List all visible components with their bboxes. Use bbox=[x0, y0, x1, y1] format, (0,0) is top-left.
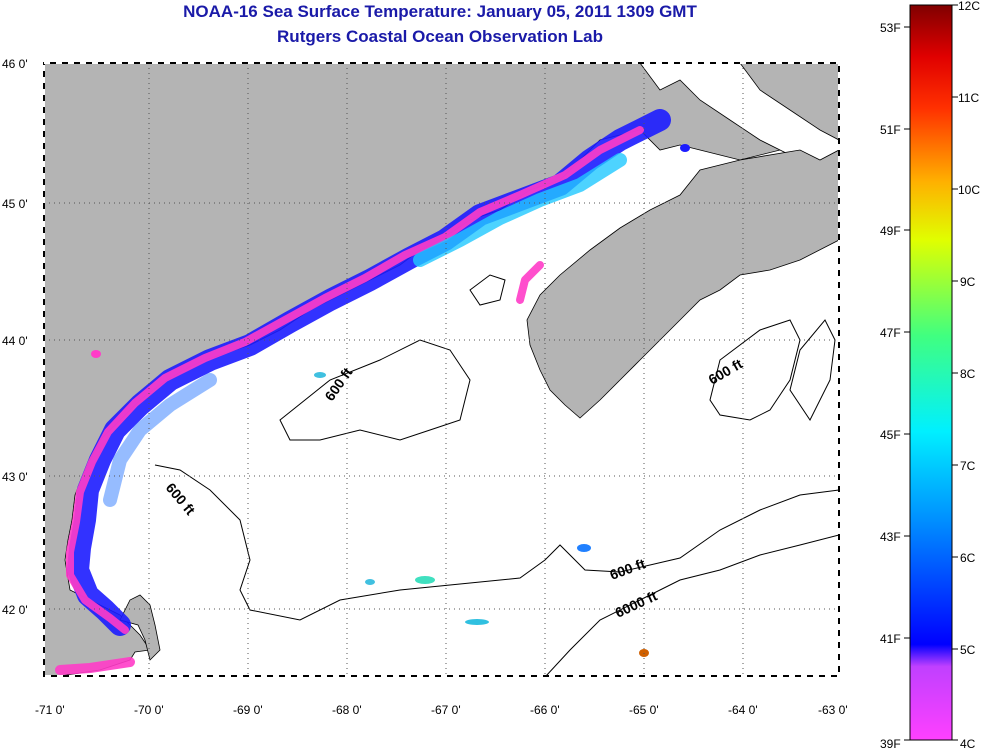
cbar-f-41: 41F bbox=[880, 632, 901, 646]
lat-label-44: 44 0' bbox=[2, 334, 28, 348]
plot-frame bbox=[43, 62, 840, 677]
plot-area: 600 ft 600 ft 600 ft 600 ft 6000 ft bbox=[44, 63, 839, 676]
lon-label-70: -70 0' bbox=[134, 703, 164, 717]
graticule bbox=[44, 63, 839, 676]
lon-label-65: -65 0' bbox=[629, 703, 659, 717]
lon-label-71: -71 0' bbox=[35, 703, 65, 717]
lon-label-66: -66 0' bbox=[530, 703, 560, 717]
temperature-colorbar: 53F 51F 49F 47F 45F 43F 41F 39F 12C 11C … bbox=[880, 0, 980, 751]
map-subtitle: Rutgers Coastal Ocean Observation Lab bbox=[277, 27, 603, 46]
longitude-labels: -71 0' -70 0' -69 0' -68 0' -67 0' -66 0… bbox=[35, 703, 848, 717]
cbar-c-4: 4C bbox=[960, 737, 976, 751]
lon-label-63: -63 0' bbox=[818, 703, 848, 717]
cbar-f-47: 47F bbox=[880, 326, 901, 340]
latitude-labels: 46 0' 45 0' 44 0' 43 0' 42 0' bbox=[2, 57, 28, 617]
cbar-c-9: 9C bbox=[960, 275, 976, 289]
map-title: NOAA-16 Sea Surface Temperature: January… bbox=[183, 2, 697, 21]
land-cape-cod bbox=[119, 594, 161, 661]
cbar-c-8: 8C bbox=[960, 367, 976, 381]
cbar-c-7: 7C bbox=[960, 459, 976, 473]
sst-coastal-band bbox=[55, 109, 671, 675]
colorbar-ticks bbox=[904, 4, 958, 741]
lon-label-68: -68 0' bbox=[332, 703, 362, 717]
cbar-c-12: 12C bbox=[958, 0, 980, 13]
land-cape-breton bbox=[739, 63, 839, 141]
colorbar-gradient bbox=[909, 4, 953, 741]
cbar-c-11: 11C bbox=[958, 91, 979, 105]
lon-label-69: -69 0' bbox=[233, 703, 263, 717]
lat-label-43: 43 0' bbox=[2, 470, 28, 484]
cbar-c-10: 10C bbox=[958, 183, 980, 197]
cbar-f-43: 43F bbox=[880, 530, 901, 544]
cbar-f-53: 53F bbox=[880, 21, 901, 35]
cbar-c-5: 5C bbox=[960, 643, 976, 657]
cbar-f-39: 39F bbox=[880, 737, 901, 751]
lon-label-64: -64 0' bbox=[728, 703, 758, 717]
cbar-f-49: 49F bbox=[880, 224, 901, 238]
lat-label-46: 46 0' bbox=[2, 57, 28, 71]
land-masses bbox=[44, 63, 839, 676]
land-nova-scotia bbox=[526, 149, 839, 419]
lon-label-67: -67 0' bbox=[431, 703, 461, 717]
cbar-c-6: 6C bbox=[960, 551, 976, 565]
lat-label-42: 42 0' bbox=[2, 603, 28, 617]
cbar-f-51: 51F bbox=[880, 123, 901, 137]
cbar-f-45: 45F bbox=[880, 428, 901, 442]
lat-label-45: 45 0' bbox=[2, 197, 28, 211]
sst-patches bbox=[91, 144, 690, 657]
